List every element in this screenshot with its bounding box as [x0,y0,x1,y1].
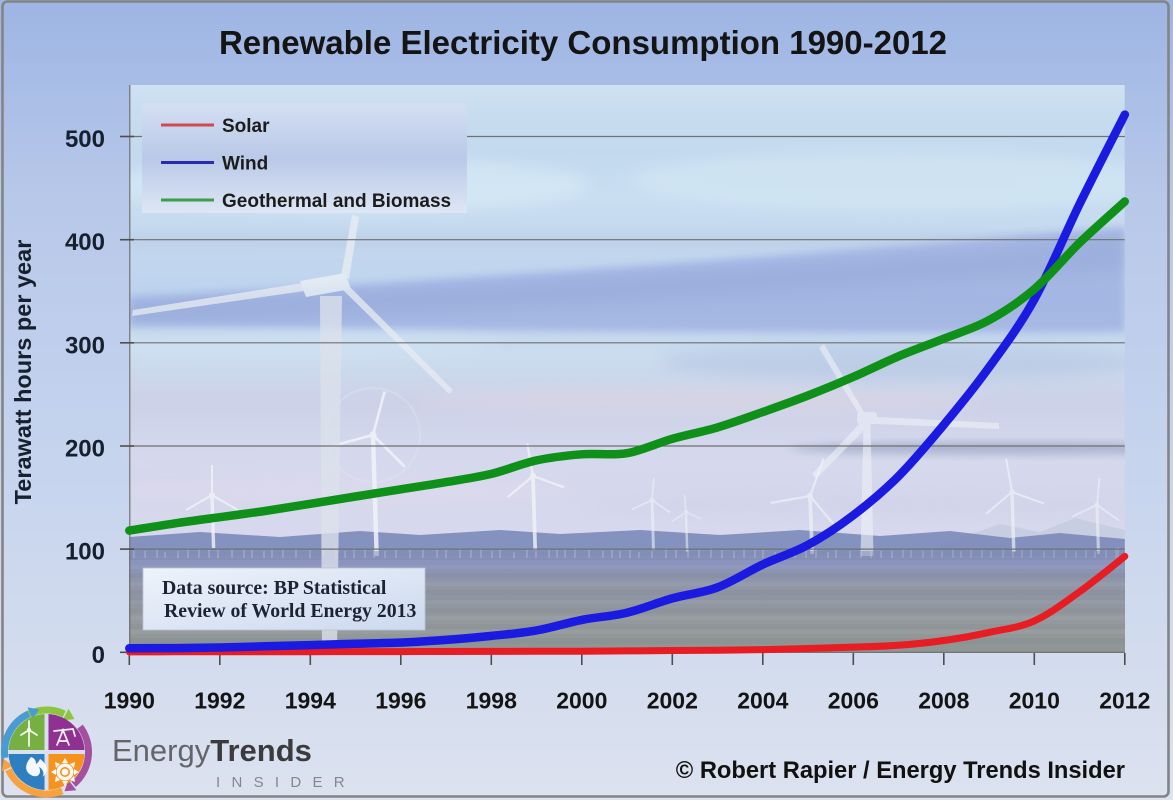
svg-text:EnergyTrends: EnergyTrends [112,733,312,768]
svg-text:Solar: Solar [222,116,270,137]
svg-text:INSIDER: INSIDER [216,774,356,791]
svg-text:Wind: Wind [222,154,268,175]
svg-text:1990: 1990 [104,688,155,714]
svg-text:Review of World Energy 2013: Review of World Energy 2013 [164,600,416,622]
svg-text:400: 400 [65,229,105,256]
svg-text:Geothermal and Biomass: Geothermal and Biomass [222,191,451,212]
svg-text:Data source: BP Statistical: Data source: BP Statistical [162,577,387,599]
svg-text:2006: 2006 [828,688,879,714]
svg-text:200: 200 [65,436,105,463]
svg-text:1996: 1996 [375,688,426,714]
svg-text:2000: 2000 [556,688,607,714]
svg-text:2004: 2004 [737,688,788,714]
svg-text:2010: 2010 [1009,688,1060,714]
svg-text:1992: 1992 [194,688,245,714]
svg-text:300: 300 [65,332,105,359]
svg-text:2008: 2008 [918,688,969,714]
svg-text:Terawatt hours per year: Terawatt hours per year [10,240,36,505]
svg-text:1994: 1994 [285,688,336,714]
svg-text:Renewable Electricity Consumpt: Renewable Electricity Consumption 1990-2… [219,24,947,61]
svg-text:100: 100 [65,539,105,566]
svg-text:500: 500 [65,126,105,153]
svg-text:0: 0 [92,642,105,669]
svg-text:2012: 2012 [1099,688,1150,714]
svg-text:1998: 1998 [466,688,517,714]
svg-text:2002: 2002 [647,688,698,714]
svg-text:© Robert Rapier / Energy Trend: © Robert Rapier / Energy Trends Insider [676,758,1125,784]
